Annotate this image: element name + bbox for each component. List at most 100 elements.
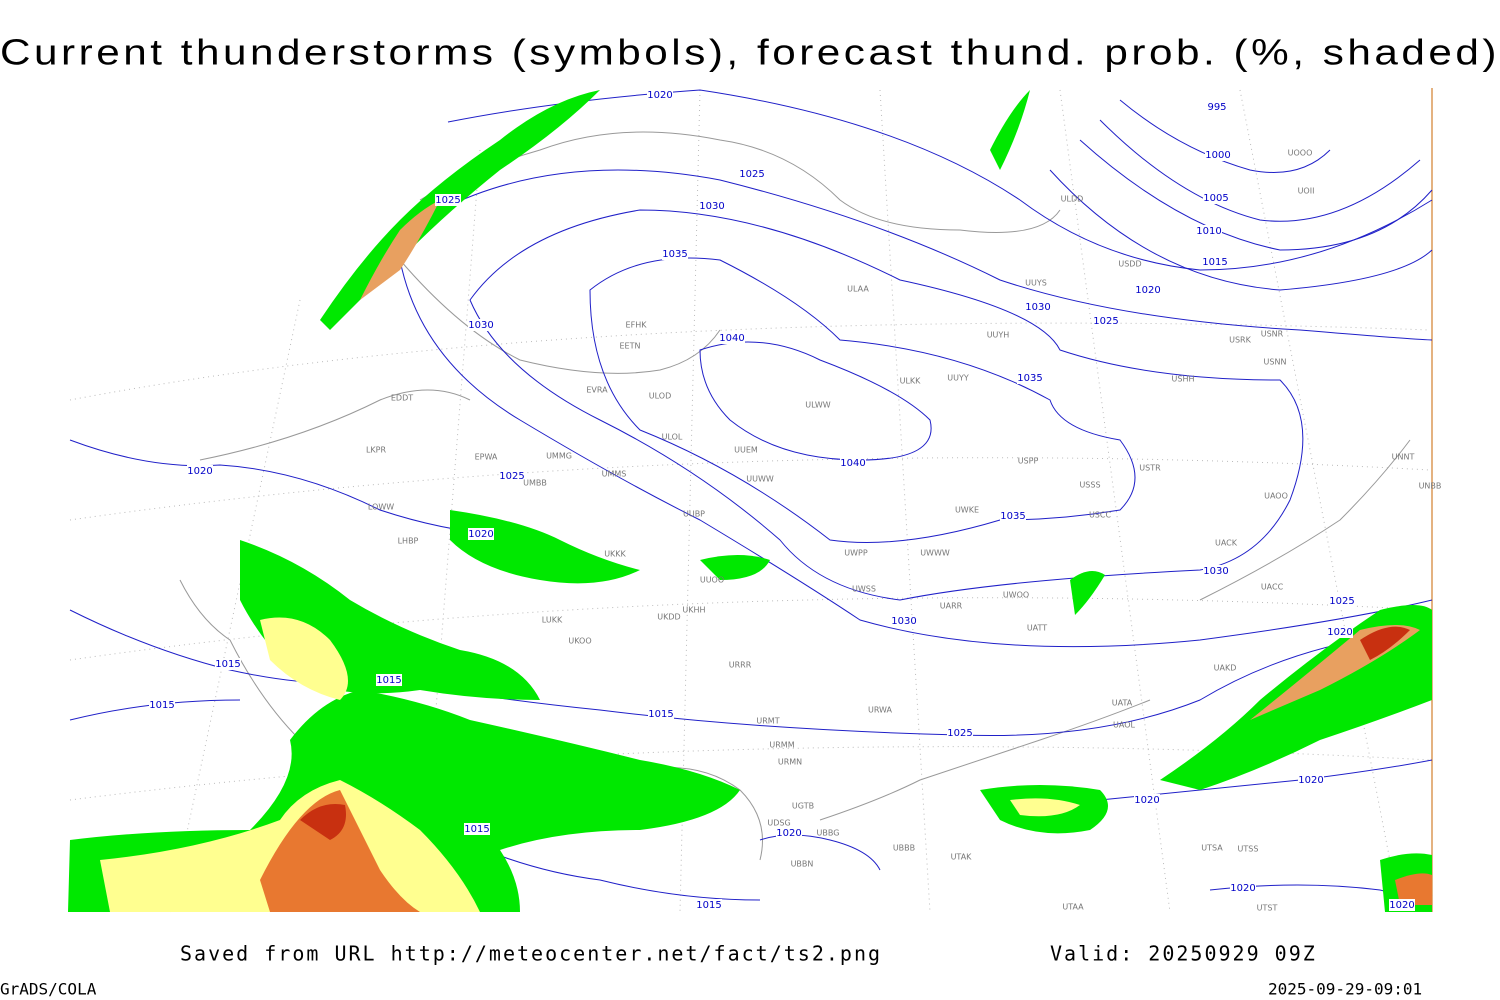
isobar-label-bg	[1017, 372, 1043, 384]
isobar-label: 1020	[1134, 795, 1159, 806]
isobar-label-bg	[947, 727, 973, 739]
isobar-label: 1035	[1000, 511, 1025, 522]
station-code: UOII	[1298, 187, 1315, 196]
station-code: USNR	[1261, 330, 1284, 339]
station-code: EPWA	[475, 453, 498, 462]
isobar-label-bg	[1000, 510, 1026, 522]
isobar-label-bg	[1203, 565, 1229, 577]
station-code: LKPR	[366, 446, 387, 455]
isobar-label: 1030	[891, 616, 916, 627]
isobar-label: 1020	[776, 828, 801, 839]
isobar-label-bg	[1230, 882, 1256, 894]
isobar-label-bg	[1134, 794, 1160, 806]
station-code: UWOO	[1003, 591, 1029, 600]
isobar-label: 1015	[149, 700, 174, 711]
station-code: UWWW	[920, 549, 950, 558]
station-code: UUYY	[947, 374, 969, 383]
station-code: UMBB	[523, 479, 547, 488]
station-code: USSS	[1079, 481, 1100, 490]
isobar-label-bg	[662, 248, 688, 260]
isobar-label: 1020	[647, 90, 672, 101]
station-code: UTSA	[1201, 844, 1223, 853]
software-credit: GrADS/COLA	[0, 980, 97, 999]
station-code: UBBN	[791, 860, 814, 869]
station-code: UARR	[940, 602, 963, 611]
isobar-label: 1030	[699, 201, 724, 212]
isobar-label: 1020	[1389, 900, 1414, 911]
isobar-label: 1020	[1298, 775, 1323, 786]
isobar-label: 1040	[719, 333, 744, 344]
isobar-label: 1020	[1230, 883, 1255, 894]
isobar-label: 1020	[1327, 627, 1352, 638]
isobar-label: 1020	[468, 529, 493, 540]
isobar-label-bg	[647, 89, 673, 101]
isobar-label: 1000	[1205, 150, 1230, 161]
station-code: USRK	[1229, 336, 1251, 345]
station-code: ULKK	[900, 377, 922, 386]
station-code: USTR	[1139, 464, 1161, 473]
title: Current thunderstorms (symbols), forecas…	[0, 32, 1500, 73]
isobar-label-bg	[1025, 301, 1051, 313]
station-code: UAOL	[1113, 721, 1135, 730]
station-code: UKHH	[682, 606, 705, 615]
isobar-label: 1010	[1196, 226, 1221, 237]
isobar-label-bg	[435, 194, 461, 206]
station-code: UBBG	[817, 829, 840, 838]
isobar-label: 1015	[648, 709, 673, 720]
isobar-label-bg	[648, 708, 674, 720]
isobar-label: 1025	[947, 728, 972, 739]
station-code: EFHK	[626, 321, 648, 330]
station-code: UNBB	[1419, 482, 1442, 491]
station-code: UNNT	[1392, 453, 1415, 462]
station-code: ULWW	[805, 401, 830, 410]
isobar-label-bg	[696, 899, 722, 911]
isobar-label-bg	[376, 674, 402, 686]
station-code: ULOL	[662, 433, 683, 442]
isobar-label: 1025	[499, 471, 524, 482]
station-code: URRR	[729, 661, 752, 670]
station-code: UAKD	[1214, 664, 1237, 673]
isobar-label-bg	[719, 332, 745, 344]
station-code: UGTB	[792, 802, 814, 811]
isobar-label-bg	[776, 827, 802, 839]
station-code: USHH	[1172, 375, 1195, 384]
isobar-label-bg	[1329, 595, 1355, 607]
station-code: LHBP	[398, 537, 419, 546]
station-code: UATT	[1027, 624, 1047, 633]
station-code: UUYS	[1025, 279, 1047, 288]
station-code: UUYH	[987, 331, 1010, 340]
isobar-label: 1030	[1203, 566, 1228, 577]
station-code: EVRA	[586, 386, 608, 395]
station-code: UTAK	[951, 853, 973, 862]
station-code: USDD	[1118, 260, 1141, 269]
isobar-label-bg	[1389, 899, 1415, 911]
isobar-label-bg	[187, 465, 213, 477]
source-url: Saved from URL http://meteocenter.net/fa…	[180, 942, 882, 966]
isobar-label-bg	[891, 615, 917, 627]
station-code: ULAA	[847, 285, 869, 294]
station-code: UAOO	[1264, 492, 1288, 501]
map-frame	[68, 88, 1433, 913]
isobar-label: 1025	[435, 195, 460, 206]
isobar-label: 1040	[840, 458, 865, 469]
station-code: LOWW	[368, 503, 394, 512]
isobar-label-bg	[1298, 774, 1324, 786]
isobar-label-bg	[840, 457, 866, 469]
station-code: UATA	[1112, 699, 1133, 708]
isobar-label-bg	[499, 470, 525, 482]
isobar-label: 1020	[187, 466, 212, 477]
isobar-label: 1030	[1025, 302, 1050, 313]
isobar-label-bg	[1202, 256, 1228, 268]
station-code: UTST	[1257, 904, 1278, 913]
thunderstorm-probability-shading	[68, 90, 1432, 912]
station-code: URMM	[769, 741, 794, 750]
isobar-label: 995	[1207, 102, 1226, 113]
isobar-label: 1015	[376, 675, 401, 686]
station-code: UUBP	[683, 510, 705, 519]
isobar-label: 1025	[1093, 316, 1118, 327]
isobar-label-bg	[149, 699, 175, 711]
station-code: UMMS	[602, 470, 627, 479]
isobar-label: 1020	[1135, 285, 1160, 296]
isobar-label: 1015	[696, 900, 721, 911]
